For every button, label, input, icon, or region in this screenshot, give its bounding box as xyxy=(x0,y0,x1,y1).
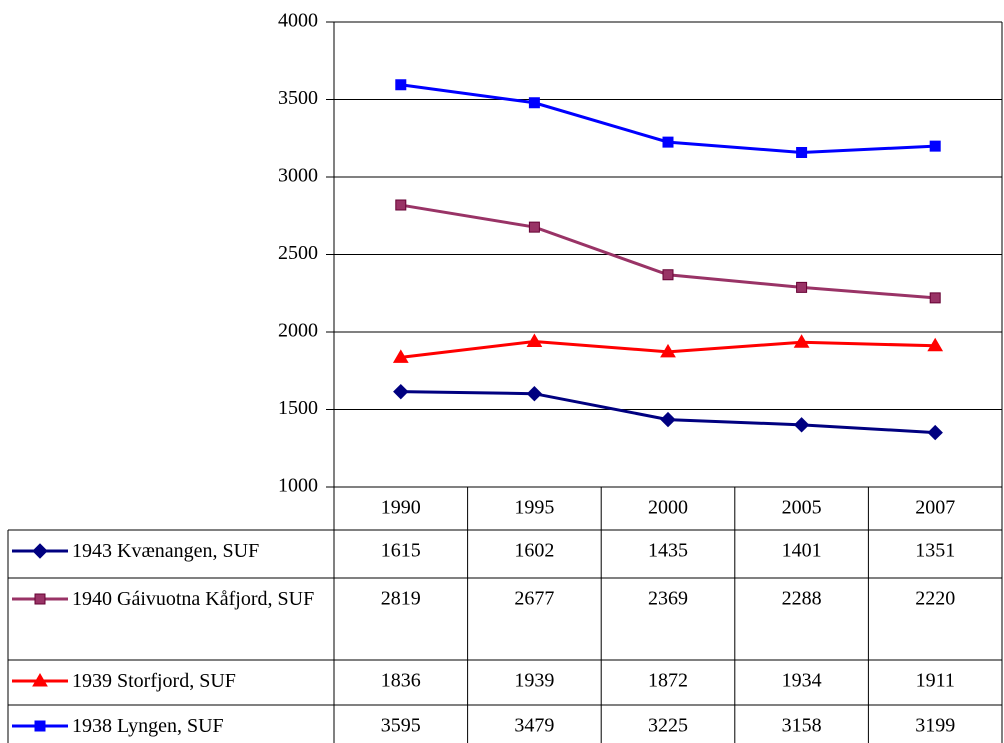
x-tick-label: 1990 xyxy=(381,497,421,519)
legend-marker xyxy=(34,593,46,605)
table-value: 2288 xyxy=(782,588,822,610)
table-value: 3158 xyxy=(782,715,822,737)
table-value: 1401 xyxy=(782,540,822,562)
y-tick-label: 3000 xyxy=(278,165,318,187)
data-point xyxy=(526,333,543,347)
data-point xyxy=(796,147,808,159)
table-value: 1939 xyxy=(514,670,554,692)
y-tick-label: 3500 xyxy=(278,87,318,109)
legend-marker xyxy=(34,720,46,732)
data-point xyxy=(929,292,941,304)
table-value: 3595 xyxy=(381,715,421,737)
table-value: 3225 xyxy=(648,715,688,737)
table-value: 2819 xyxy=(381,588,421,610)
x-tick-label: 2005 xyxy=(782,497,822,519)
table-value: 1351 xyxy=(915,540,955,562)
table-value: 2677 xyxy=(514,588,554,610)
table-value: 1602 xyxy=(514,540,554,562)
data-point xyxy=(528,221,540,233)
data-point xyxy=(393,383,409,400)
series-line xyxy=(400,203,936,300)
y-tick-label: 2500 xyxy=(278,242,318,264)
legend-marker xyxy=(32,673,48,687)
table-value: 3199 xyxy=(915,715,955,737)
data-point xyxy=(927,424,943,441)
data-point xyxy=(395,199,407,211)
legend-label: 1939 Storfjord, SUF xyxy=(72,670,236,692)
data-point xyxy=(660,343,676,358)
table-value: 1615 xyxy=(381,540,421,562)
legend-marker xyxy=(32,543,48,559)
x-tick-label: 1995 xyxy=(514,497,554,519)
data-point xyxy=(793,417,810,433)
x-tick-label: 2007 xyxy=(915,497,955,519)
data-point xyxy=(793,334,810,348)
x-tick-label: 2000 xyxy=(648,497,688,519)
table-value: 2369 xyxy=(648,588,688,610)
data-point xyxy=(796,281,808,293)
y-tick-label: 1500 xyxy=(278,397,318,419)
data-point xyxy=(392,349,409,363)
data-point xyxy=(660,411,676,428)
legend-label: 1940 Gáivuotna Kåfjord, SUF xyxy=(72,588,315,610)
y-tick-label: 1000 xyxy=(278,475,318,497)
data-point xyxy=(662,136,674,148)
data-point xyxy=(526,385,543,402)
data-point xyxy=(528,97,540,109)
data-point xyxy=(662,269,674,281)
legend-label: 1943 Kvænangen, SUF xyxy=(72,540,260,562)
table-value: 1911 xyxy=(916,670,955,692)
data-point xyxy=(395,79,407,91)
table-value: 1934 xyxy=(782,670,822,692)
legend-label: 1938 Lyngen, SUF xyxy=(72,715,224,737)
y-tick-label: 2000 xyxy=(278,320,318,342)
data-point xyxy=(927,337,944,352)
table-value: 3479 xyxy=(514,715,554,737)
table-value: 1435 xyxy=(648,540,688,562)
table-value: 1872 xyxy=(648,670,688,692)
data-point xyxy=(929,140,941,152)
table-value: 2220 xyxy=(915,588,955,610)
table-value: 1836 xyxy=(381,670,421,692)
y-tick-label: 4000 xyxy=(278,10,318,32)
